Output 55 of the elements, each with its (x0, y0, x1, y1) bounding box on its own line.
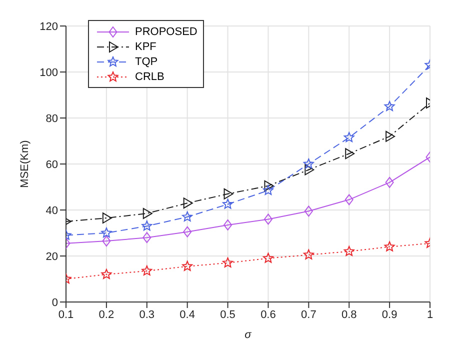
point (303, 158, 314, 169)
point (224, 188, 234, 200)
point (142, 232, 152, 244)
point (344, 194, 354, 206)
point (182, 260, 193, 271)
y-tick-label: 80 (46, 112, 58, 125)
legend-label: CRLB (135, 70, 164, 82)
point (384, 241, 395, 252)
x-tick-label: 0.7 (301, 308, 316, 321)
point (142, 208, 152, 219)
x-tick-label: 0.2 (98, 308, 114, 321)
point (264, 214, 272, 225)
point (304, 206, 313, 217)
y-tick-label: 40 (46, 204, 58, 217)
point (222, 198, 234, 209)
legend-label: PROPOSED (135, 26, 198, 38)
point (345, 148, 355, 160)
x-tick-label: 1 (426, 308, 434, 321)
point (264, 180, 274, 192)
x-axis-title: σ (244, 329, 252, 341)
point (102, 212, 112, 224)
point (142, 220, 152, 231)
x-tick-label: 0.4 (180, 308, 195, 321)
point (222, 257, 234, 268)
point (344, 246, 354, 256)
point (101, 268, 112, 279)
x-tick-label: 0.1 (58, 308, 74, 321)
point (384, 101, 395, 112)
point (303, 249, 314, 260)
y-tick-label: 20 (46, 250, 58, 263)
y-tick-label: 100 (40, 66, 58, 79)
point (182, 211, 193, 222)
point (386, 130, 396, 142)
y-axis-title: MSE(Km) (18, 140, 31, 188)
legend-label: TQP (135, 56, 158, 68)
point (183, 198, 193, 209)
x-tick-label: 0.9 (382, 308, 398, 321)
point (183, 226, 192, 238)
legend-label: KPF (135, 40, 156, 52)
point (385, 176, 394, 188)
x-tick-label: 0.5 (220, 308, 236, 321)
point (142, 265, 152, 276)
point (102, 236, 111, 247)
point (224, 219, 232, 230)
y-tick-label: 60 (46, 158, 58, 171)
y-tick-label: 0 (52, 296, 58, 309)
x-tick-label: 0.6 (260, 308, 276, 321)
x-tick-label: 0.8 (341, 308, 357, 321)
point (262, 252, 274, 263)
x-tick-label: 0.3 (139, 308, 155, 321)
point (304, 164, 314, 176)
point (101, 228, 112, 238)
point (262, 184, 274, 195)
point (344, 132, 354, 142)
y-tick-label: 120 (40, 20, 58, 33)
